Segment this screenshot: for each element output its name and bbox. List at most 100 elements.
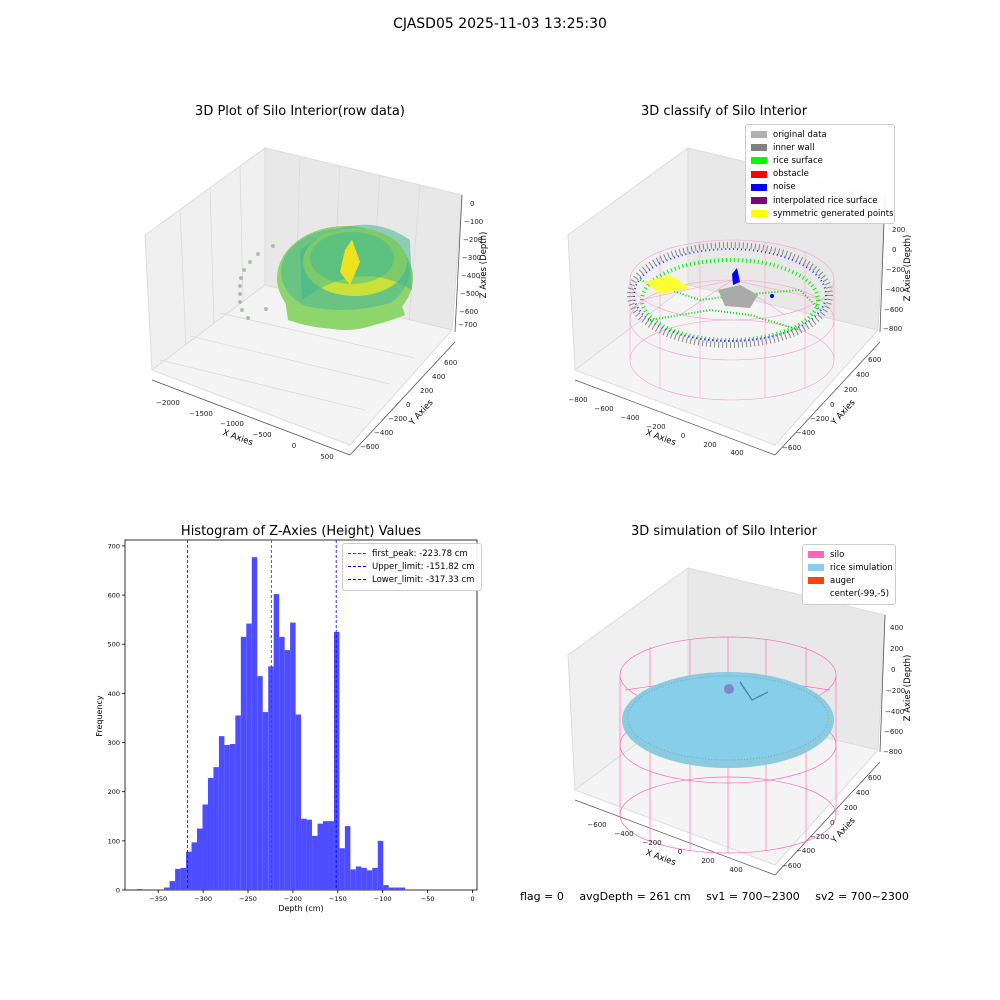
hist-ytick-label: 200 — [108, 788, 120, 796]
p4-ytick: 0 — [830, 819, 834, 827]
swatch — [751, 144, 767, 152]
hist-xtick-label: −300 — [194, 895, 212, 903]
sv2-text: sv2 = 700~2300 — [815, 890, 909, 903]
p4-ytick: 200 — [844, 804, 857, 812]
p2-ztick: −200 — [886, 266, 905, 274]
status-footer: flag = 0 avgDepth = 261 cm sv1 = 700~230… — [520, 890, 921, 903]
hist-bar — [383, 885, 389, 890]
hist-bar — [218, 736, 225, 890]
hist-xlabel: Depth (cm) — [278, 904, 323, 913]
p1-ztick: −600 — [459, 308, 478, 316]
p4-ytick: 600 — [868, 774, 881, 782]
p4-xtick: −400 — [614, 830, 633, 838]
panel4-scatter-points — [619, 636, 837, 854]
p2-ytick: 600 — [868, 356, 881, 364]
legend-item-center: center(-99,-5) — [808, 588, 890, 601]
swatch — [751, 157, 767, 165]
swatch — [751, 131, 767, 139]
panel3-title: Histogram of Z-Axies (Height) Values — [180, 524, 422, 539]
hist-bar — [290, 622, 296, 890]
hist-bar — [186, 851, 192, 890]
p2-ztick: 0 — [892, 246, 896, 254]
swatch — [808, 577, 824, 585]
p2-ytick: 0 — [830, 401, 834, 409]
hist-bar — [213, 767, 219, 890]
p2-ytick: −600 — [782, 444, 801, 452]
hist-bar — [366, 870, 373, 890]
hist-xtick-label: −100 — [374, 895, 392, 903]
p4-ztick: 400 — [890, 624, 903, 632]
hist-bar — [224, 744, 230, 890]
p4-ytick: −200 — [810, 833, 829, 841]
p1-ztick: −100 — [464, 218, 483, 226]
p4-zlabel: Z Axies (Depth) — [903, 655, 913, 722]
p1-ztick: 0 — [470, 200, 474, 208]
p4-ztick: −400 — [885, 708, 904, 716]
p2-xtick: −200 — [646, 423, 665, 431]
legend-item-rice-surface: rice surface — [751, 154, 889, 167]
sv1-text: sv1 = 700~2300 — [706, 890, 800, 903]
hist-bar — [169, 881, 176, 890]
p2-zlabel: Z Axies (Depth) — [903, 235, 913, 302]
swatch — [808, 564, 824, 572]
hist-bar — [333, 631, 340, 890]
hist-bar — [306, 819, 313, 890]
hist-bar — [164, 887, 170, 890]
hist-bar — [388, 887, 395, 890]
p4-ztick: −200 — [886, 687, 905, 695]
p1-ytick: −600 — [360, 443, 379, 451]
hist-bar — [229, 744, 236, 890]
hist-bar — [251, 557, 258, 890]
hist-bar — [361, 867, 367, 890]
avg-depth-text: avgDepth = 261 cm — [579, 890, 691, 903]
hist-bar — [355, 866, 362, 890]
panel1-scatter-points — [238, 224, 413, 330]
hist-bar — [295, 714, 302, 890]
panel4-legend: silo rice simulation auger center(-99,-5… — [802, 544, 896, 605]
panel2-scatter-points — [627, 239, 835, 401]
p2-xtick: 0 — [681, 432, 685, 440]
legend-item-auger: auger — [808, 574, 890, 587]
hist-bar — [197, 828, 203, 890]
p1-ytick: 600 — [444, 359, 457, 367]
hist-ytick-label: 100 — [108, 837, 120, 845]
p4-ztick: −600 — [884, 728, 903, 736]
legend-item-lower-limit: Lower_limit: -317.33 cm — [348, 573, 476, 586]
panel4-3d-axes: −600 −400 −200 0 200 400 600 400 200 0 −… — [567, 567, 913, 876]
p4-xtick: 200 — [701, 857, 714, 865]
hist-bar — [175, 868, 181, 890]
p4-ztick: 0 — [891, 666, 895, 674]
p2-xtick: −600 — [594, 405, 613, 413]
hist-ylabel: Frequency — [95, 695, 104, 737]
p2-xtick: 200 — [703, 441, 716, 449]
hist-bar — [350, 869, 356, 890]
p1-ztick: −700 — [458, 321, 477, 329]
hist-xtick-label: 0 — [470, 895, 474, 903]
legend-item-first-peak: first_peak: -223.78 cm — [348, 547, 476, 560]
legend-item-inner-wall: inner wall — [751, 141, 889, 154]
legend-item-noise: noise — [751, 181, 889, 194]
flag-text: flag = 0 — [520, 890, 564, 903]
p1-ytick: 0 — [406, 401, 410, 409]
hist-xtick-label: −350 — [149, 895, 167, 903]
p1-xtick: −1000 — [220, 420, 244, 428]
hist-bar — [372, 867, 378, 890]
p1-ztick: −500 — [460, 290, 479, 298]
p1-ytick: −400 — [374, 429, 393, 437]
hist-bar — [323, 821, 329, 890]
p1-ytick: −200 — [388, 415, 407, 423]
panel2-legend: original data inner wall rice surface ob… — [745, 124, 895, 225]
hist-bar — [180, 867, 187, 890]
hist-bar — [235, 715, 241, 890]
p1-zlabel: Z Axies (Depth) — [479, 232, 489, 299]
p2-ytick: −400 — [796, 429, 815, 437]
hist-ytick-label: 0 — [116, 887, 120, 895]
hist-ytick-label: 300 — [108, 739, 120, 747]
p2-xtick: 400 — [730, 449, 743, 457]
hist-bar — [284, 650, 291, 890]
legend-item-interpolated: interpolated rice surface — [751, 194, 889, 207]
legend-item-original-data: original data — [751, 128, 889, 141]
panel1-3d-axes: −2000 −1500 −1000 −500 0 500 600 400 200… — [144, 147, 489, 461]
line-swatch — [348, 553, 366, 555]
p4-ztick: 200 — [890, 645, 903, 653]
